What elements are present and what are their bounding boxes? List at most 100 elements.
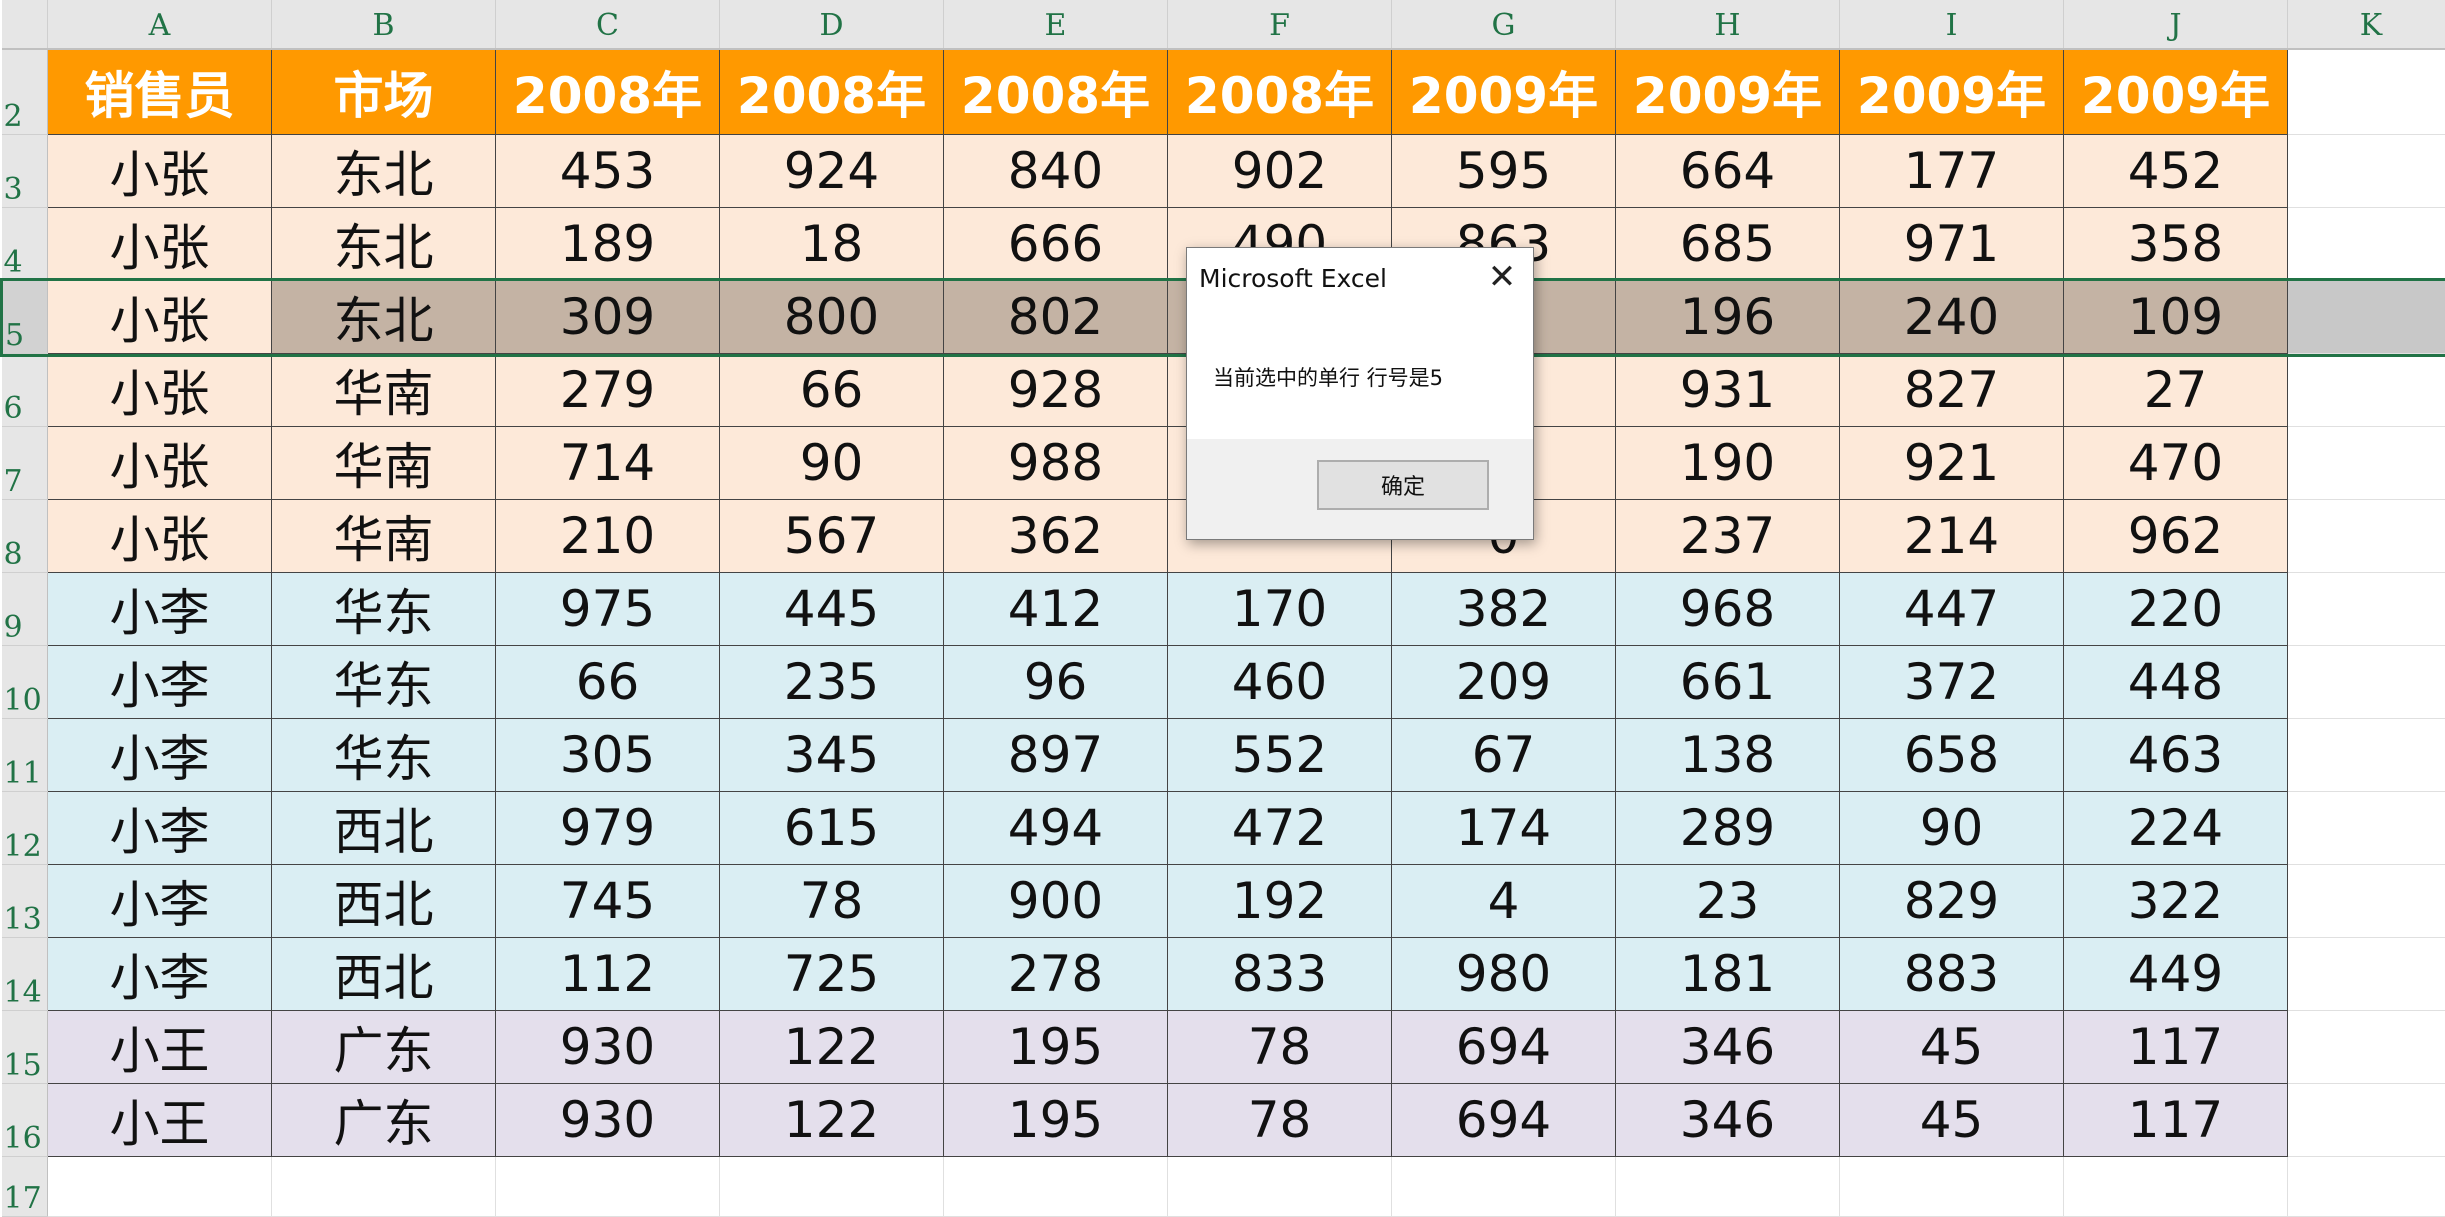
data-cell[interactable]: 567 bbox=[720, 500, 944, 573]
header-cell[interactable]: 2009年 bbox=[1840, 49, 2064, 135]
empty-row[interactable]: 17 bbox=[2, 1157, 2445, 1217]
data-cell[interactable]: 177 bbox=[1840, 135, 2064, 208]
close-icon[interactable]: ✕ bbox=[1485, 260, 1519, 294]
data-cell[interactable]: 170 bbox=[1168, 573, 1392, 646]
header-cell[interactable]: 2009年 bbox=[1392, 49, 1616, 135]
row-header[interactable]: 2 bbox=[2, 49, 48, 135]
data-cell[interactable]: 615 bbox=[720, 792, 944, 865]
data-cell[interactable]: 279 bbox=[496, 354, 720, 427]
empty-cell[interactable] bbox=[272, 1157, 496, 1217]
data-cell[interactable]: 309 bbox=[496, 281, 720, 354]
data-cell[interactable]: 189 bbox=[496, 208, 720, 281]
data-cell[interactable]: 240 bbox=[1840, 281, 2064, 354]
data-cell[interactable]: 广东 bbox=[272, 1011, 496, 1084]
empty-cell[interactable] bbox=[1840, 1157, 2064, 1217]
column-header-b[interactable]: B bbox=[272, 0, 496, 49]
row-header[interactable]: 4 bbox=[2, 208, 48, 281]
data-cell[interactable]: 666 bbox=[944, 208, 1168, 281]
column-header-h[interactable]: H bbox=[1616, 0, 1840, 49]
row-header[interactable]: 10 bbox=[2, 646, 48, 719]
data-cell[interactable]: 96 bbox=[944, 646, 1168, 719]
data-cell[interactable]: 78 bbox=[1168, 1084, 1392, 1157]
empty-cell[interactable] bbox=[2288, 1084, 2445, 1157]
row-header[interactable]: 12 bbox=[2, 792, 48, 865]
data-cell[interactable]: 小王 bbox=[48, 1084, 272, 1157]
data-cell[interactable]: 4 bbox=[1392, 865, 1616, 938]
data-cell[interactable]: 小张 bbox=[48, 500, 272, 573]
data-cell[interactable]: 658 bbox=[1840, 719, 2064, 792]
data-cell[interactable]: 192 bbox=[1168, 865, 1392, 938]
header-cell[interactable]: 2009年 bbox=[1616, 49, 1840, 135]
empty-cell[interactable] bbox=[944, 1157, 1168, 1217]
data-cell[interactable]: 980 bbox=[1392, 938, 1616, 1011]
data-cell[interactable]: 900 bbox=[944, 865, 1168, 938]
data-cell[interactable]: 921 bbox=[1840, 427, 2064, 500]
data-cell[interactable]: 930 bbox=[496, 1084, 720, 1157]
data-cell[interactable]: 358 bbox=[2064, 208, 2288, 281]
data-cell[interactable]: 897 bbox=[944, 719, 1168, 792]
column-header-k[interactable]: K bbox=[2288, 0, 2445, 49]
header-cell[interactable]: 2008年 bbox=[496, 49, 720, 135]
header-cell[interactable]: 2008年 bbox=[1168, 49, 1392, 135]
data-cell[interactable]: 902 bbox=[1168, 135, 1392, 208]
data-cell[interactable]: 725 bbox=[720, 938, 944, 1011]
data-cell[interactable]: 23 bbox=[1616, 865, 1840, 938]
data-cell[interactable]: 109 bbox=[2064, 281, 2288, 354]
row-header[interactable]: 15 bbox=[2, 1011, 48, 1084]
data-cell[interactable]: 412 bbox=[944, 573, 1168, 646]
data-cell[interactable]: 289 bbox=[1616, 792, 1840, 865]
data-cell[interactable]: 460 bbox=[1168, 646, 1392, 719]
data-cell[interactable]: 714 bbox=[496, 427, 720, 500]
data-cell[interactable]: 196 bbox=[1616, 281, 1840, 354]
empty-cell[interactable] bbox=[2288, 865, 2445, 938]
empty-cell[interactable] bbox=[2288, 281, 2445, 354]
data-cell[interactable]: 694 bbox=[1392, 1084, 1616, 1157]
empty-cell[interactable] bbox=[720, 1157, 944, 1217]
column-header-g[interactable]: G bbox=[1392, 0, 1616, 49]
data-cell[interactable]: 195 bbox=[944, 1011, 1168, 1084]
data-cell[interactable]: 448 bbox=[2064, 646, 2288, 719]
column-header-e[interactable]: E bbox=[944, 0, 1168, 49]
data-cell[interactable]: 78 bbox=[720, 865, 944, 938]
row-header[interactable]: 5 bbox=[2, 281, 48, 354]
data-cell[interactable]: 924 bbox=[720, 135, 944, 208]
data-cell[interactable]: 463 bbox=[2064, 719, 2288, 792]
data-cell[interactable]: 224 bbox=[2064, 792, 2288, 865]
data-cell[interactable]: 45 bbox=[1840, 1084, 2064, 1157]
data-cell[interactable]: 452 bbox=[2064, 135, 2288, 208]
row-header[interactable]: 16 bbox=[2, 1084, 48, 1157]
data-cell[interactable]: 472 bbox=[1168, 792, 1392, 865]
data-cell[interactable]: 382 bbox=[1392, 573, 1616, 646]
data-cell[interactable]: 210 bbox=[496, 500, 720, 573]
column-header-d[interactable]: D bbox=[720, 0, 944, 49]
data-cell[interactable]: 928 bbox=[944, 354, 1168, 427]
column-header-i[interactable]: I bbox=[1840, 0, 2064, 49]
data-cell[interactable]: 66 bbox=[720, 354, 944, 427]
data-cell[interactable]: 931 bbox=[1616, 354, 1840, 427]
data-cell[interactable]: 453 bbox=[496, 135, 720, 208]
data-cell[interactable]: 685 bbox=[1616, 208, 1840, 281]
data-cell[interactable]: 78 bbox=[1168, 1011, 1392, 1084]
data-cell[interactable]: 138 bbox=[1616, 719, 1840, 792]
data-cell[interactable]: 447 bbox=[1840, 573, 2064, 646]
data-cell[interactable]: 66 bbox=[496, 646, 720, 719]
data-cell[interactable]: 962 bbox=[2064, 500, 2288, 573]
data-cell[interactable]: 122 bbox=[720, 1084, 944, 1157]
data-cell[interactable]: 800 bbox=[720, 281, 944, 354]
column-header-f[interactable]: F bbox=[1168, 0, 1392, 49]
data-cell[interactable]: 小李 bbox=[48, 792, 272, 865]
data-cell[interactable]: 445 bbox=[720, 573, 944, 646]
data-cell[interactable]: 664 bbox=[1616, 135, 1840, 208]
data-cell[interactable]: 694 bbox=[1392, 1011, 1616, 1084]
empty-cell[interactable] bbox=[1168, 1157, 1392, 1217]
empty-cell[interactable] bbox=[2288, 573, 2445, 646]
empty-cell[interactable] bbox=[2288, 646, 2445, 719]
row-header[interactable]: 17 bbox=[2, 1157, 48, 1217]
data-cell[interactable]: 190 bbox=[1616, 427, 1840, 500]
header-cell[interactable]: 市场 bbox=[272, 49, 496, 135]
